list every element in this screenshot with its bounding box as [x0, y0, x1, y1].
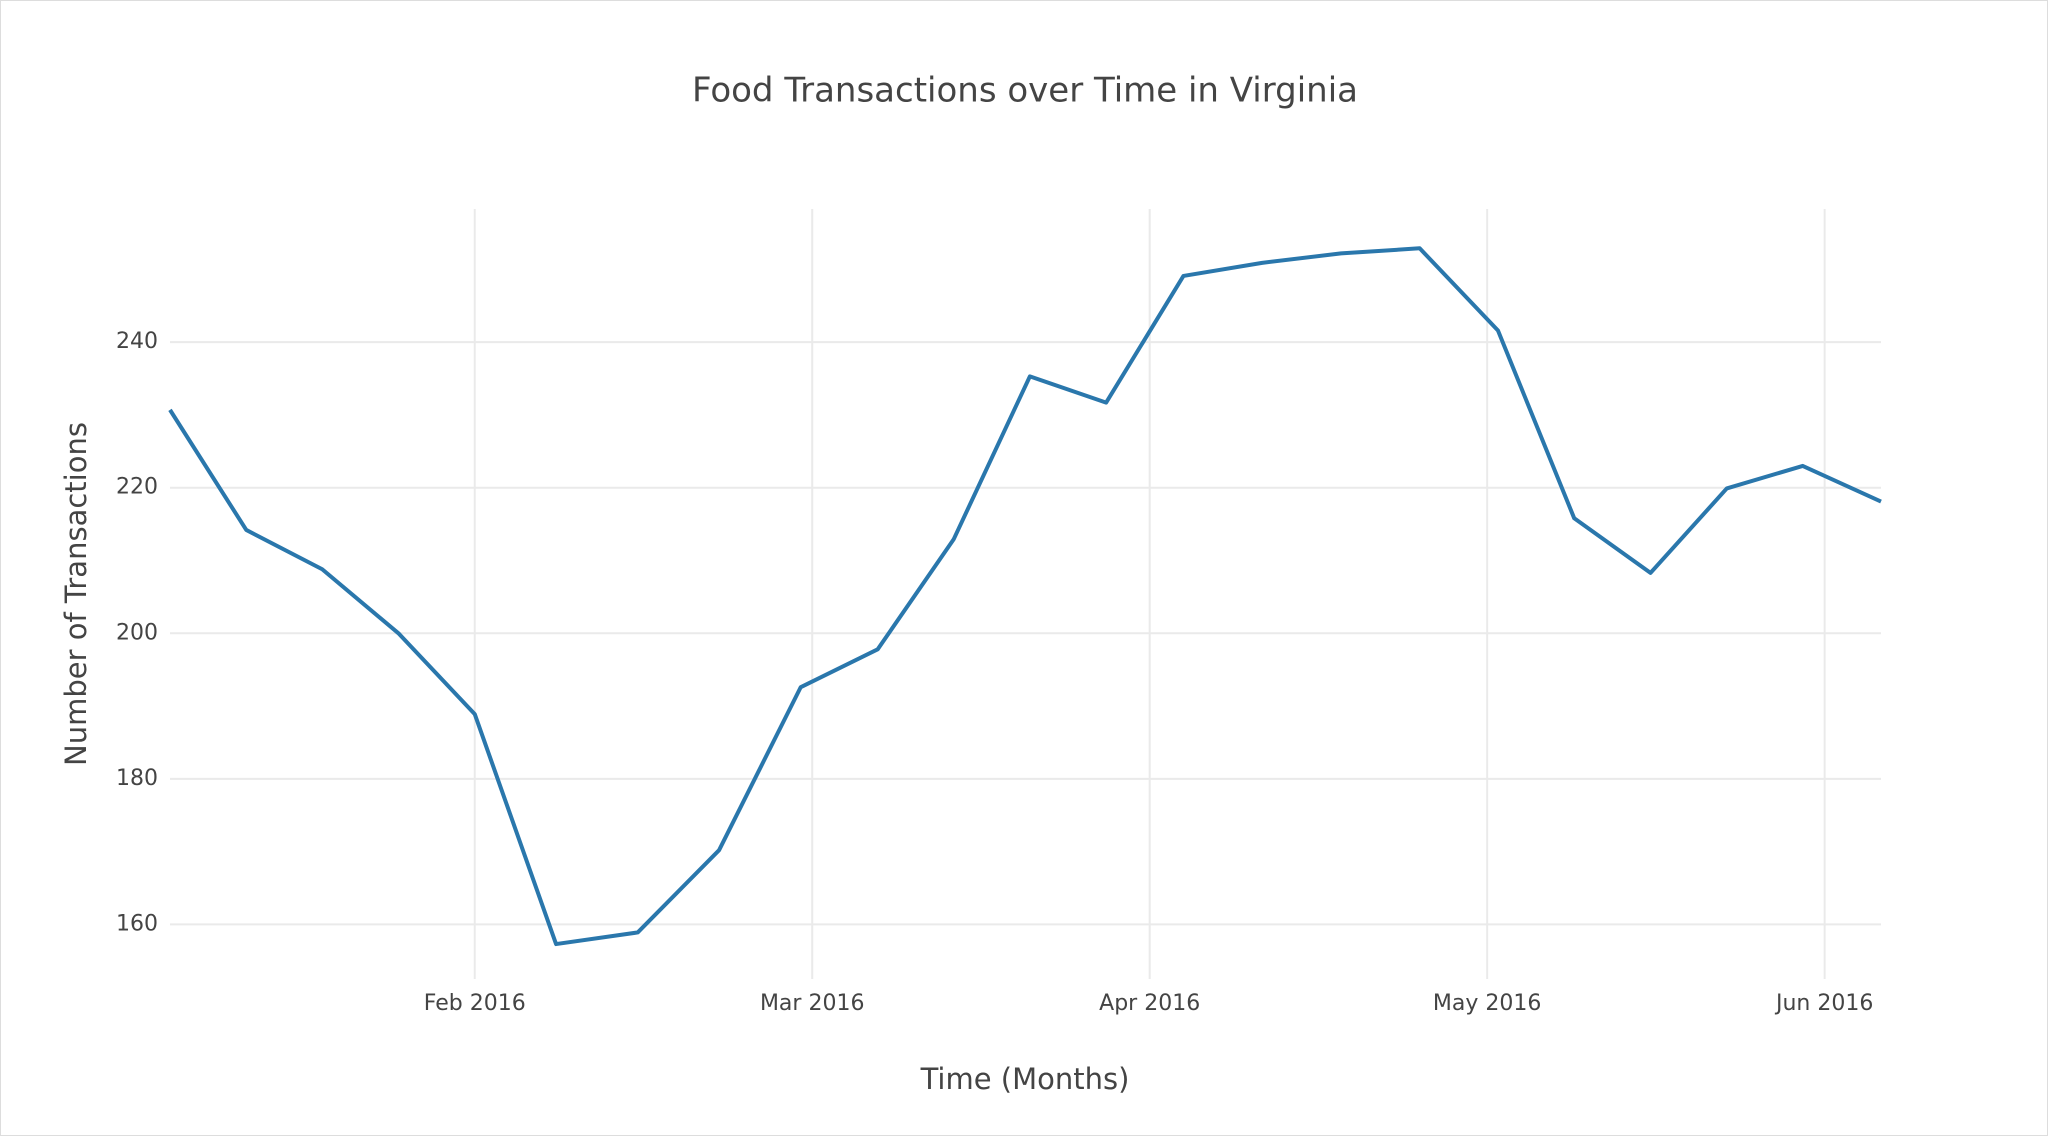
x-tick-label: Mar 2016	[760, 991, 865, 1016]
x-axis-title: Time (Months)	[920, 1062, 1130, 1096]
data-line	[168, 246, 1882, 947]
y-tick-label: 160	[116, 911, 158, 936]
chart-title: Food Transactions over Time in Virginia	[692, 71, 1358, 111]
x-tick-label: Apr 2016	[1099, 991, 1200, 1016]
y-tick-label: 200	[116, 620, 158, 645]
x-tick-label: May 2016	[1433, 991, 1541, 1016]
x-tick-label: Jun 2016	[1774, 991, 1873, 1016]
x-tick-label: Feb 2016	[424, 991, 526, 1016]
y-tick-label: 240	[116, 329, 158, 354]
y-axis-title: Number of Transactions	[59, 422, 93, 766]
y-tick-label: 180	[116, 766, 158, 791]
y-tick-label: 220	[116, 475, 158, 500]
grid	[170, 209, 1881, 979]
